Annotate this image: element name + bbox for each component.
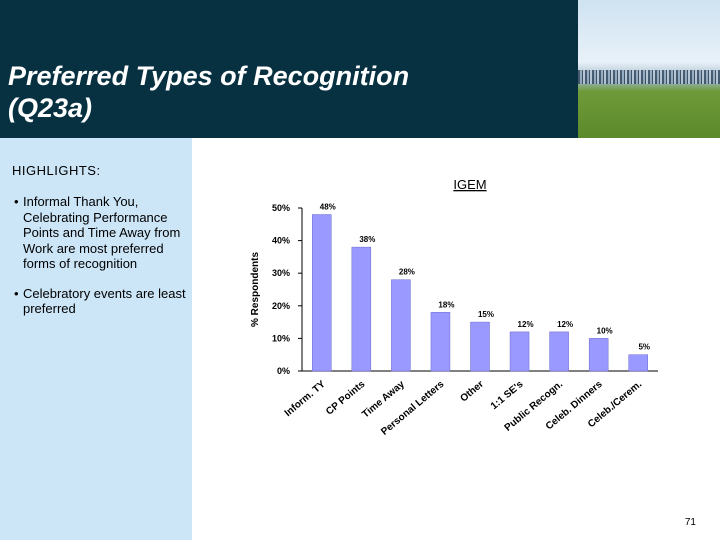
y-tick-label: 30% — [272, 268, 290, 278]
bar — [351, 246, 372, 372]
bar-chart: IGEM % Respondents 0% 10% 20% 30% 40% 50% 48% Inf… — [250, 177, 658, 438]
data-label: 10% — [597, 326, 613, 335]
bar — [312, 214, 332, 372]
data-label: 12% — [518, 320, 534, 329]
data-label: 38% — [359, 235, 375, 244]
title-line-1: Preferred Types of Recognition — [8, 61, 410, 91]
y-tick-label: 50% — [272, 203, 290, 213]
bar — [549, 331, 569, 372]
y-tick-label: 10% — [272, 333, 290, 343]
page-title: Preferred Types of Recognition (Q23a) — [8, 60, 409, 124]
y-tick-label: 0% — [277, 366, 290, 376]
highlight-bullet-1: Informal Thank You, Celebrating Performa… — [14, 194, 186, 272]
header-crowd-photo — [578, 0, 720, 138]
bar — [588, 338, 609, 372]
bar — [470, 321, 490, 372]
chart-title: IGEM — [453, 177, 486, 192]
bar — [628, 354, 648, 372]
data-label: 28% — [399, 268, 415, 277]
title-line-2: (Q23a) — [8, 93, 93, 123]
y-tick-label: 40% — [272, 236, 290, 246]
bar — [430, 312, 451, 372]
y-axis-label: % Respondents — [250, 252, 261, 327]
y-tick-label: 20% — [272, 301, 290, 311]
x-tick-label: 1:1 SE's — [489, 379, 526, 412]
x-tick-label: Other — [458, 379, 486, 405]
bar — [391, 279, 411, 372]
highlights-list: Informal Thank You, Celebrating Performa… — [14, 194, 186, 331]
page-number: 71 — [684, 517, 696, 528]
data-label: 48% — [320, 203, 336, 212]
data-label: 18% — [438, 300, 454, 309]
highlights-heading: HIGHLIGHTS: — [12, 163, 101, 178]
data-label: 5% — [638, 343, 650, 352]
data-label: 15% — [478, 310, 494, 319]
data-label: 12% — [557, 320, 573, 329]
x-tick-label: Inform. TY — [283, 379, 328, 419]
highlight-bullet-2: Celebratory events are least preferred — [14, 286, 186, 317]
bar — [509, 331, 530, 372]
